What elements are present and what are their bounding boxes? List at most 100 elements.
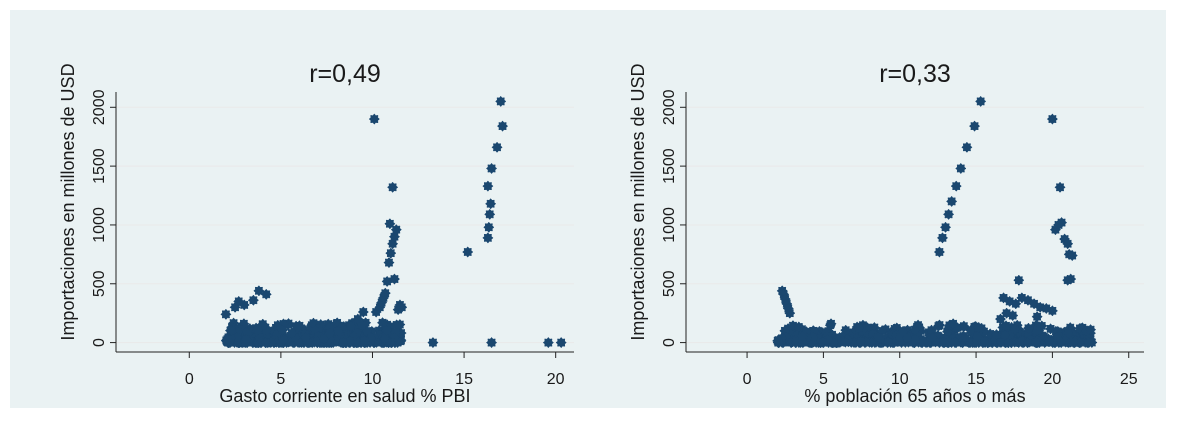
chart-0-y-tick-label: 1500 [91,148,108,184]
chart-0-point [383,256,395,269]
chart-1-point [1046,305,1058,317]
chart-0-point [368,113,380,125]
chart-0-point [396,301,408,313]
chart-1-point [994,313,1007,325]
chart-1-point [825,318,837,330]
chart-0-point [260,288,272,300]
chart-1-point [855,335,867,348]
chart-0-point [337,336,349,348]
chart-1-point [933,246,946,258]
chart-0-point [278,334,290,346]
chart-0-point [260,336,272,349]
chart-1-point [1046,113,1058,125]
chart-1-point [990,328,1003,341]
chart-0-point [495,95,507,108]
chart-1-x-tick-label: 0 [743,371,752,388]
chart-1-y-tick-label: 1000 [661,207,678,243]
chart-1-x-tick-label: 10 [891,371,909,388]
chart-0-title: r=0,49 [309,60,381,88]
chart-1-point [839,336,851,348]
chart-1-point [1054,181,1066,193]
chart-1-point [946,195,958,208]
chart-1-point [947,318,959,330]
chart-0-point [240,333,252,345]
chart-1-point [1022,336,1034,349]
chart-0-point [276,324,288,336]
chart-1-x-axis-label: % población 65 años o más [804,386,1025,406]
chart-0-point [484,208,496,220]
chart-0-y-tick-label: 0 [91,338,108,347]
chart-0-point [496,120,509,132]
chart-0-x-tick-label: 10 [364,371,382,388]
chart-1-point [796,330,809,343]
chart-1-point [961,141,973,153]
chart-1-point [949,336,961,349]
chart-0-x-tick-label: 0 [185,371,194,388]
chart-1-point [817,336,829,348]
chart-1-y-tick-label: 0 [661,338,678,347]
chart-0-y-tick-label: 500 [91,270,108,297]
chart-1-point [1067,336,1080,349]
chart-1-point [955,162,967,175]
chart-1-point [958,320,970,332]
chart-1-point [1013,274,1025,286]
chart-1-point [932,320,945,332]
chart-1-point [938,336,950,349]
chart-1-y-tick-label: 1500 [661,148,678,184]
chart-1-point [1084,324,1097,336]
chart-0-point [387,181,399,193]
chart-1-x-tick-label: 20 [1044,371,1062,388]
chart-0-point [251,324,264,336]
chart-1-point [972,321,985,334]
chart-0-point [485,336,498,349]
chart-0-point [485,198,497,210]
chart-1-point [1022,322,1035,334]
chart-0-point [358,335,371,347]
chart-1-point [936,232,949,244]
chart-0-point [357,306,369,318]
chart-1-point [1007,309,1019,322]
chart-1-point [840,324,852,336]
chart-0-point [384,218,396,230]
chart-0-x-tick-label: 5 [276,371,285,388]
chart-0-point [225,324,237,337]
chart-1-point [853,322,865,334]
chart-0-point [485,162,498,175]
chart-1-point [942,208,955,220]
chart-0-point [220,308,232,320]
chart-1-x-tick-label: 15 [967,371,985,388]
chart-0-point [324,327,336,339]
chart-1-point [939,221,952,233]
chart-0-point [385,247,397,259]
chart-1-point [965,324,977,336]
chart-0-y-tick-label: 1000 [91,207,108,243]
chart-1-point [1062,238,1074,250]
chart-0-y-tick-label: 2000 [91,89,108,125]
chart-1-point [909,333,921,345]
chart-1-point [882,336,894,348]
chart-1-point [1031,311,1043,323]
chart-1-point [971,330,983,342]
chart-1-point [917,336,929,348]
chart-1-point [872,331,884,343]
chart-0-point [462,246,474,258]
chart-0-point [332,325,344,338]
chart-1-point [1083,336,1095,349]
chart-1-point [978,335,990,348]
chart-0-point [345,320,357,332]
chart-1-point [784,307,796,319]
chart-1-point [1062,274,1074,286]
chart-1-point [897,325,909,337]
chart-1-title: r=0,33 [879,60,951,88]
chart-0-point [388,273,401,285]
chart-0-point [379,332,391,345]
chart-1-y-tick-label: 2000 [661,89,678,125]
chart-1-point [793,321,805,333]
chart-0-point [555,336,567,349]
chart-1-point [1055,216,1068,229]
chart-1-point [1031,325,1044,337]
chart-0-y-axis-label: Importaciones en millones de USD [58,63,78,340]
chart-0-point [491,141,503,153]
chart-1-point [772,336,785,349]
